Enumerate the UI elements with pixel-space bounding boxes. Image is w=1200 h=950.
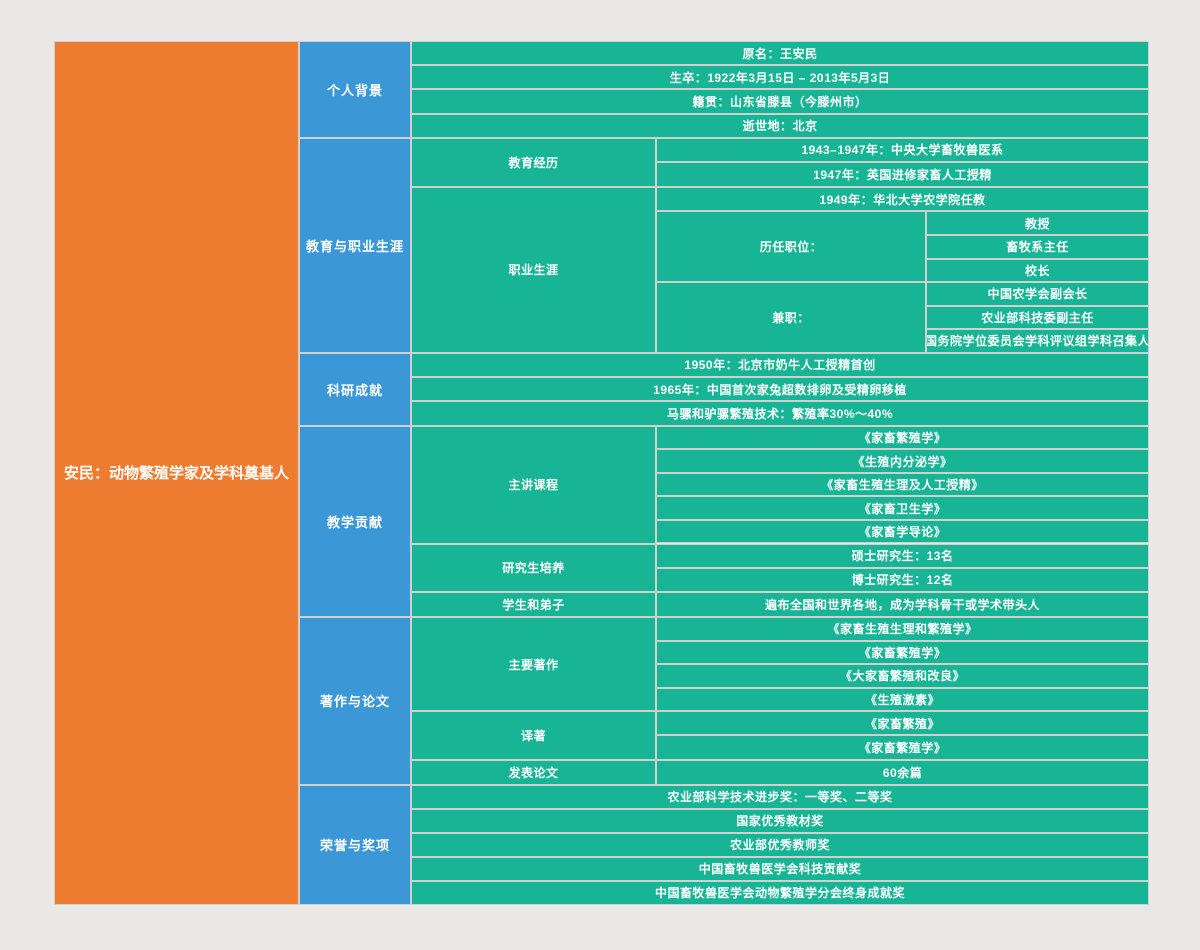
leaf-node-cell: 农业部科学技术进步奖：一等奖、二等奖 [412,785,1148,808]
education-history-group: 教育经历 1943–1947年：中央大学畜牧兽医系 1947年：英国进修家畜人工授精 [412,138,1148,186]
children-column: 个人背景 原名：王安民 生卒：1922年3月15日 – 2013年5月3日 籍贯：山东… [300,42,1148,904]
students-disciples-group: 学生和弟子 遍布全国和世界各地，成为学科骨干或学术带头人 [412,592,1148,616]
graduate-training-group: 研究生培养 硕士研究生：13名 博士研究生：12名 [412,544,1148,591]
leaf-node-cell: 农业部优秀教师奖 [412,833,1148,856]
translated-works-group: 译著 《家畜繁殖》 《家畜繁殖学》 [412,712,1148,759]
leaf-node-cell: 教授 [927,212,1148,234]
children-column: 教育经历 1943–1947年：中央大学畜牧兽医系 1947年：英国进修家畜人工授精… [412,138,1148,352]
concurrent-posts: 兼职： [657,283,925,352]
major-works: 主要著作 [412,618,655,711]
honors-and-awards-group: 荣誉与奖项 农业部科学技术进步奖：一等奖、二等奖 国家优秀教材奖 农业部优秀教师奖 中国… [300,785,1148,904]
leaf-node-cell: 1943–1947年：中央大学畜牧兽医系 [657,138,1148,162]
published-papers: 发表论文 [412,760,655,784]
leaf-node-cell: 1950年：北京市奶牛人工授精首创 [412,353,1148,376]
children-column: 《家畜生殖生理和繁殖学》 《家畜繁殖学》 《大家畜繁殖和改良》 《生殖激素》 [657,618,1148,711]
leaf-node-cell: 逝世地：北京 [412,114,1148,137]
children-column: 1950年：北京市奶牛人工授精首创 1965年：中国首次家兔超数排卵及受精卵移植马… [412,353,1148,425]
children-column: 《家畜繁殖学》 《生殖内分泌学》 《家畜生殖生理及人工授精》 《家畜卫生学》 《家畜学导… [657,426,1148,543]
leaf-node-cell: 原名：王安民 [412,42,1148,65]
courses-taught: 主讲课程 [412,426,655,543]
leaf-node-cell: 籍贯：山东省滕县（今滕州市） [412,90,1148,113]
leaf-node-cell: 生卒：1922年3月15日 – 2013年5月3日 [412,66,1148,89]
children-column: 中国农学会副会长 农业部科技委副主任 国务院学位委员会学科评议组学科召集人 [927,283,1148,352]
students-disciples: 学生和弟子 [412,592,655,616]
children-column: 《家畜繁殖》 《家畜繁殖学》 [657,712,1148,759]
published-papers-group: 发表论文 60余篇 [412,760,1148,784]
leaf-node-cell: 《大家畜繁殖和改良》 [657,665,1148,687]
leaf-node-cell: 《家畜繁殖学》 [657,641,1148,664]
children-column: 1949年：华北大学农学院任教 历任职位： 教授 畜牧系主任 校长 兼职： 中国农学会副会长… [657,187,1148,352]
children-column: 教授 畜牧系主任 校长 [927,212,1148,282]
teaching-contributions-group: 教学贡献 主讲课程 《家畜繁殖学》 《生殖内分泌学》 《家畜生殖生理及人工授精》 《家畜卫… [300,426,1148,616]
leaf-node-cell: 《家畜繁殖学》 [657,426,1148,449]
personal-background-group: 个人背景 原名：王安民 生卒：1922年3月15日 – 2013年5月3日 籍贯：山东… [300,42,1148,137]
education-history: 教育经历 [412,138,655,186]
leaf-node-cell: 农业部科技委副主任 [927,306,1148,329]
leaf-node-cell: 1965年：中国首次家兔超数排卵及受精卵移植 [412,378,1148,401]
leaf-node-cell: 《家畜生殖生理及人工授精》 [657,473,1148,496]
children-column: 硕士研究生：13名 博士研究生：12名 [657,544,1148,591]
courses-taught-group: 主讲课程 《家畜繁殖学》 《生殖内分泌学》 《家畜生殖生理及人工授精》 《家畜卫生学》《… [412,426,1148,543]
leaf-node-cell: 硕士研究生：13名 [657,544,1148,567]
children-column: 60余篇 [657,760,1148,784]
major-works-group: 主要著作 《家畜生殖生理和繁殖学》 《家畜繁殖学》 《大家畜繁殖和改良》 《生殖激素》 [412,618,1148,711]
children-column: 遍布全国和世界各地，成为学科骨干或学术带头人 [657,592,1148,616]
leaf-node-cell: 《家畜卫生学》 [657,497,1148,519]
career: 职业生涯 [412,187,655,352]
leaf-node-cell: 畜牧系主任 [927,235,1148,258]
leaf-node-cell: 《生殖激素》 [657,688,1148,711]
education-and-career-group: 教育与职业生涯 教育经历 1943–1947年：中央大学畜牧兽医系 1947年：英国进… [300,138,1148,352]
leaf-node-cell: 遍布全国和世界各地，成为学科骨干或学术带头人 [657,592,1148,616]
leaf-node-cell: 国务院学位委员会学科评议组学科召集人 [927,330,1148,352]
children-column: 主要著作 《家畜生殖生理和繁殖学》 《家畜繁殖学》 《大家畜繁殖和改良》 《生殖激素》译… [412,618,1148,784]
leaf-node-cell: 中国农学会副会长 [927,283,1148,305]
career-group: 职业生涯 1949年：华北大学农学院任教 历任职位： 教授 畜牧系主任 校长 兼职： 中国农学… [412,187,1148,352]
leaf-node-cell: 博士研究生：12名 [657,568,1148,591]
leaf-node-cell: 1947年：英国进修家畜人工授精 [657,163,1148,186]
research-achievements-group: 科研成就 1950年：北京市奶牛人工授精首创 1965年：中国首次家兔超数排卵及受精… [300,353,1148,425]
root-topic-group: 安民：动物繁殖学家及学科奠基人 个人背景 原名：王安民 生卒：1922年3月15日 –… [55,42,1148,904]
education-and-career: 教育与职业生涯 [300,138,410,352]
works-and-papers: 著作与论文 [300,618,410,784]
leaf-node-cell: 《家畜繁殖》 [657,712,1148,735]
leaf-node-cell: 《家畜学导论》 [657,520,1148,543]
leaf-node-cell: 《家畜繁殖学》 [657,736,1148,759]
children-column: 原名：王安民 生卒：1922年3月15日 – 2013年5月3日 籍贯：山东省滕县（… [412,42,1148,137]
leaf-node-cell: 《家畜生殖生理和繁殖学》 [657,618,1148,640]
positions-held: 历任职位： [657,212,925,282]
leaf-node-cell: 中国畜牧兽医学会动物繁殖学分会终身成就奖 [412,881,1148,904]
children-column: 主讲课程 《家畜繁殖学》 《生殖内分泌学》 《家畜生殖生理及人工授精》 《家畜卫生学》《… [412,426,1148,616]
translated-works: 译著 [412,712,655,759]
positions-held-group: 历任职位： 教授 畜牧系主任 校长 [657,212,1148,282]
graduate-training: 研究生培养 [412,544,655,591]
concurrent-posts-group: 兼职： 中国农学会副会长 农业部科技委副主任 国务院学位委员会学科评议组学科召集人 [657,283,1148,352]
leaf-node-cell: 《生殖内分泌学》 [657,450,1148,472]
mindmap-diagram: 安民：动物繁殖学家及学科奠基人 个人背景 原名：王安民 生卒：1922年3月15日 –… [55,42,1148,904]
leaf-node-cell: 1949年：华北大学农学院任教 [657,187,1148,211]
research-achievements: 科研成就 [300,353,410,425]
leaf-node-cell: 国家优秀教材奖 [412,809,1148,832]
teaching-contributions: 教学贡献 [300,426,410,616]
works-and-papers-group: 著作与论文 主要著作 《家畜生殖生理和繁殖学》 《家畜繁殖学》 《大家畜繁殖和改良》 《生… [300,618,1148,784]
children-column: 农业部科学技术进步奖：一等奖、二等奖 国家优秀教材奖 农业部优秀教师奖 中国畜牧兽医学… [412,785,1148,904]
personal-background: 个人背景 [300,42,410,137]
leaf-node-cell: 校长 [927,259,1148,282]
root-topic: 安民：动物繁殖学家及学科奠基人 [55,42,298,904]
leaf-node-cell: 马骡和驴骡繁殖技术：繁殖率30%～40% [412,402,1148,425]
children-column: 1943–1947年：中央大学畜牧兽医系 1947年：英国进修家畜人工授精 [657,138,1148,186]
leaf-node-cell: 中国畜牧兽医学会科技贡献奖 [412,857,1148,880]
leaf-node-cell: 60余篇 [657,760,1148,784]
honors-and-awards: 荣誉与奖项 [300,785,410,904]
